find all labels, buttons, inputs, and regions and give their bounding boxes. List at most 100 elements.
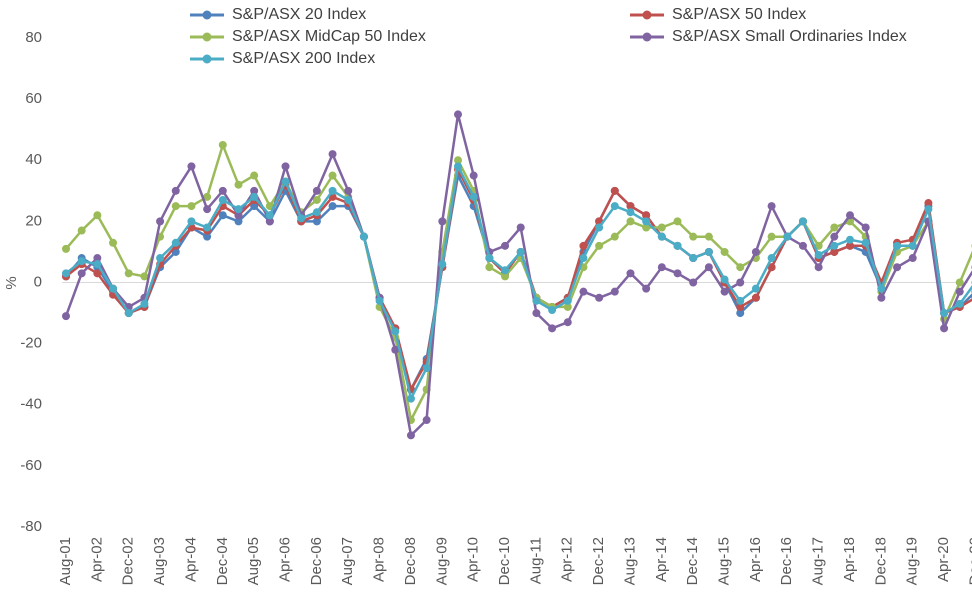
point [610,202,619,211]
point [312,186,321,195]
point [877,293,886,302]
point [940,324,949,333]
point [265,211,274,220]
point [548,306,557,315]
point [344,195,353,204]
point [281,177,290,186]
point [579,254,588,263]
point [62,312,70,321]
x-tick-label: Aug-09 [433,537,450,585]
point [893,241,902,250]
point [846,241,854,250]
point [203,232,212,241]
point [673,217,682,226]
point [548,324,557,333]
y-tick-label: -40 [20,396,42,413]
y-tick-label: -20 [20,335,42,352]
point [657,232,666,241]
point [422,416,431,425]
point [501,241,510,250]
point [62,269,70,278]
point [516,247,525,256]
point [171,238,180,247]
point [783,232,792,241]
point [140,272,149,281]
x-tick-label: Dec-08 [402,537,419,585]
point [218,195,227,204]
x-tick-label: Aug-03 [151,537,168,585]
point [109,284,118,293]
point [563,318,572,327]
point [689,232,698,241]
point [485,254,494,263]
point [156,217,165,226]
x-tick-label: Dec-18 [872,537,889,585]
x-tick-label: Apr-16 [747,537,764,582]
x-tick-label: Dec-02 [120,537,137,585]
y-tick-label: 60 [25,90,42,107]
point [187,162,196,171]
point [673,269,682,278]
x-tick-label: Apr-02 [88,537,105,582]
point [501,266,510,275]
point [438,260,447,269]
y-tick-label: 0 [34,273,42,290]
y-tick-label: 80 [25,29,42,46]
point [940,309,949,318]
point [281,162,290,171]
point [328,202,337,211]
point [359,232,368,241]
point [312,195,321,204]
point [171,186,180,195]
point [955,278,964,287]
point [234,211,243,220]
point [218,211,227,220]
point [187,217,196,226]
point [250,171,259,180]
x-tick-label: Aug-17 [810,537,827,585]
point [391,345,400,354]
point [234,180,243,189]
point [751,293,760,302]
point [344,186,353,195]
legend-label: S&P/ASX MidCap 50 Index [232,28,426,45]
x-tick-label: Aug-13 [621,537,638,585]
point [814,263,823,272]
point [908,241,917,250]
point [642,284,651,293]
y-axis-label: % [3,276,20,289]
point [454,110,462,119]
point [93,260,102,269]
x-tick-label: Aug-01 [57,537,74,585]
x-tick-label: Dec-04 [214,537,231,585]
x-tick-label: Dec-06 [308,537,325,585]
point [657,263,666,272]
point [77,257,86,266]
point [203,205,212,214]
x-tick-label: Apr-14 [653,537,670,582]
point [234,205,243,214]
point [704,247,713,256]
point [704,232,713,241]
legend-label: S&P/ASX 20 Index [232,6,366,23]
point [454,162,462,171]
point [657,223,666,232]
point [93,254,102,263]
series-line [64,113,972,437]
point [861,223,870,232]
point [532,296,541,305]
point [830,241,839,250]
point [297,214,306,223]
x-tick-label: Aug-19 [904,537,921,585]
x-tick-label: Dec-16 [778,537,795,585]
point [736,278,745,287]
point [516,223,525,232]
point [140,299,149,308]
x-tick-label: Dec-10 [496,537,513,585]
x-tick-label: Aug-05 [245,537,262,585]
point [218,186,227,195]
legend-marker [202,32,212,42]
point [93,269,102,278]
point [846,211,854,220]
y-tick-label: 20 [25,212,42,229]
